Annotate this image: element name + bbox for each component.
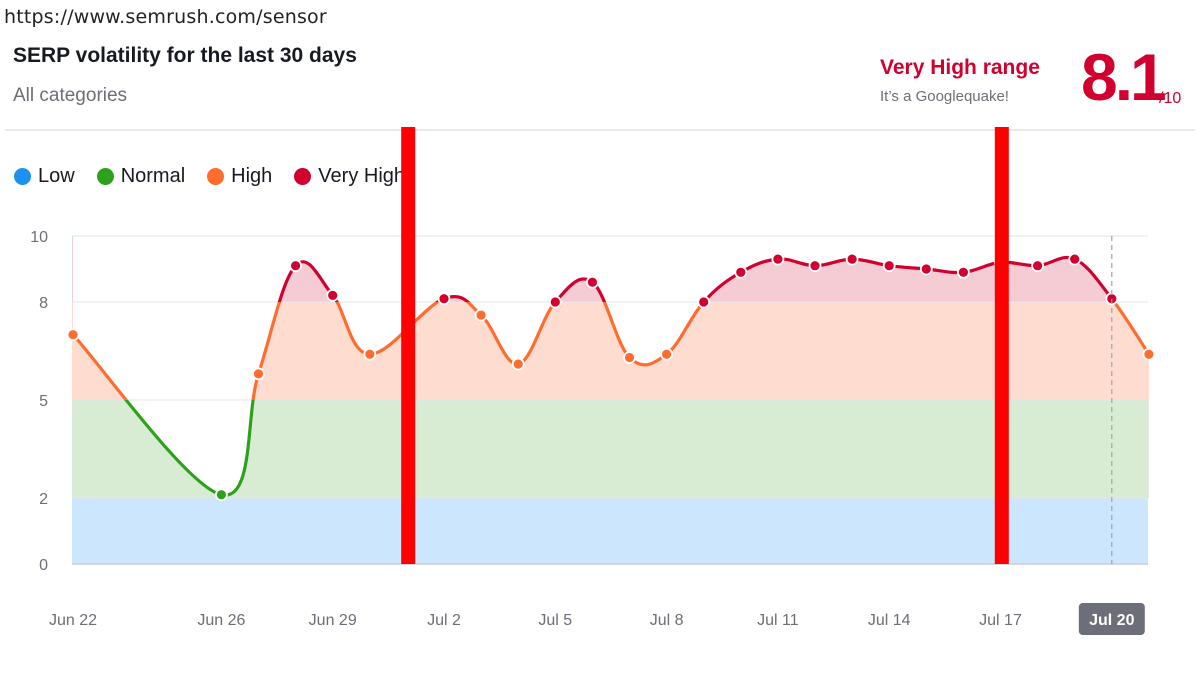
y-tick-label: 2 [39,491,48,508]
data-point [623,351,636,364]
data-point [214,488,228,502]
y-tick-label: 5 [39,393,48,410]
legend-dot-icon [14,168,31,185]
data-point [363,347,377,361]
legend-label: Very High [318,165,406,187]
highlight-marker [994,127,1009,564]
data-point [771,252,785,266]
x-tick-label: Jun 29 [309,612,357,629]
data-point [548,295,562,309]
data-point [919,262,933,276]
legend-dot-icon [96,168,114,185]
data-point [252,367,265,381]
high-mask [73,302,1149,400]
normal-mask [126,400,254,495]
data-point [845,252,859,266]
data-point [697,295,711,309]
y-tick-label: 10 [30,229,48,246]
data-point [437,292,451,306]
legend-dot-icon [294,168,312,185]
data-point [66,328,80,342]
legend-label: High [231,165,273,187]
volatility-range-label: Very High range [880,56,1040,79]
normal-fill [73,400,1149,498]
volatility-score: 8.1 [1081,40,1167,114]
x-tick-label: Jul 14 [868,612,911,629]
axes: 0 2 5 8 10 Jun 22 Jun 26 Jun 29 Jul 2 Jul 5 Jul 8 J… [30,229,1145,635]
data-points [66,252,1156,502]
x-tick-label: Jul 2 [427,612,461,629]
highlight-marker [401,127,416,564]
very-high-area [73,236,1149,498]
x-tick-label: Jun 26 [197,612,245,629]
legend-label: Normal [120,165,186,187]
volatility-range-caption: It’s a Googlequake! [880,88,1009,105]
data-point [326,288,340,302]
area-mask [73,236,1149,302]
y-tick-label: 0 [39,557,48,574]
legend-item-low[interactable]: Low [14,165,75,188]
data-point [1031,259,1044,273]
volatility-score-max: /10 [1159,90,1182,107]
legend-item-very-high[interactable]: Very High [294,165,405,188]
chart-legend: Low Normal High Very High [14,165,405,188]
url-text: https://www.semrush.com/sensor [4,6,327,28]
legend-item-high[interactable]: High [207,165,272,188]
selected-date-badge [1078,603,1145,635]
legend-dot-icon [207,168,225,185]
x-tick-label: Jul 11 [757,612,799,629]
category-subtitle[interactable]: All categories [13,85,128,106]
legend-item-normal[interactable]: Normal [96,165,186,188]
y-tick-label: 8 [39,295,48,312]
highlight-markers [401,127,1009,564]
x-tick-label: Jul 17 [979,612,1022,629]
gridlines [72,235,1148,565]
data-point [660,347,673,361]
data-point [957,265,970,279]
data-point [882,259,896,273]
data-point [1068,252,1082,266]
header-divider [5,129,1195,131]
data-point [474,308,488,322]
band-low [72,498,1148,564]
high-fill [73,302,1149,400]
data-point [734,265,748,279]
data-point [289,259,303,273]
line-segment-h [71,302,1151,400]
data-point [511,357,525,371]
x-tick-label: Jul 5 [538,612,572,629]
x-tick-label: Jul 8 [650,612,684,629]
legend-label: Low [38,165,75,187]
data-point [1142,347,1156,361]
data-point [586,275,599,289]
x-tick-label: Jun 22 [49,612,97,629]
chart-title: SERP volatility for the last 30 days [13,44,357,67]
x-tick-label-selected: Jul 20 [1089,612,1134,629]
data-point [808,259,822,273]
